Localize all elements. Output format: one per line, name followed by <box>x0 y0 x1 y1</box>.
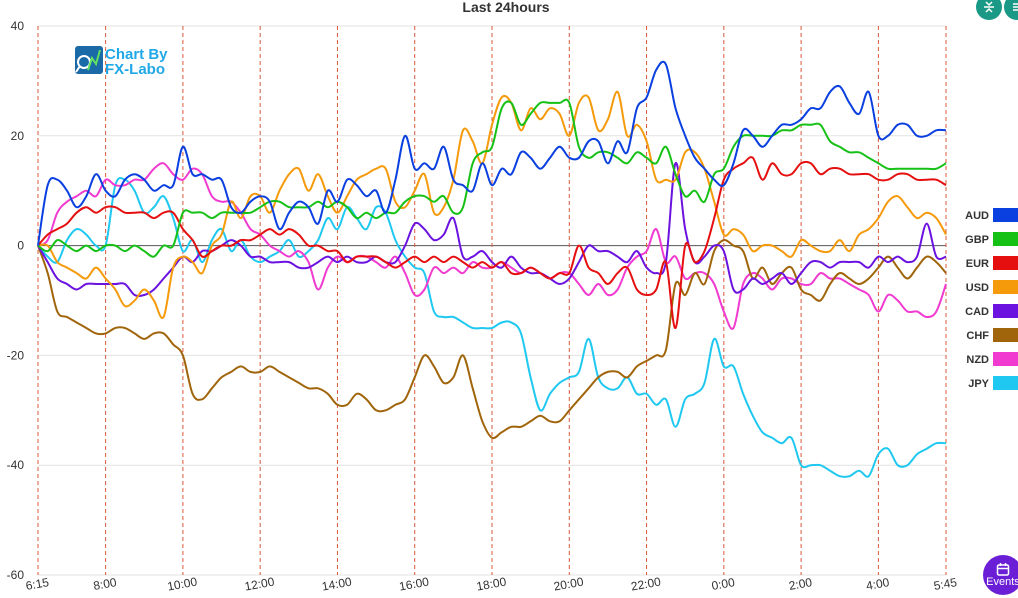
x-tick-label: 8:00 <box>92 575 118 593</box>
logo: Chart By FX-Labo <box>75 46 168 78</box>
y-tick-label: -40 <box>7 458 25 472</box>
series-line-usd <box>37 90 947 320</box>
y-tick-label: -60 <box>7 568 25 582</box>
x-tick-label: 10:00 <box>166 575 198 594</box>
collapse-arrows-icon <box>984 1 994 13</box>
x-tick-label: 4:00 <box>865 575 891 593</box>
events-label: Events <box>986 576 1018 588</box>
series-line-eur <box>37 156 947 330</box>
series-line-aud <box>37 60 947 246</box>
x-tick-label: 20:00 <box>553 575 585 594</box>
y-tick-label: 0 <box>17 239 24 253</box>
x-tick-label: 22:00 <box>630 575 662 594</box>
y-tick-label: 20 <box>11 129 25 143</box>
menu-icon <box>1013 3 1018 11</box>
x-tick-label: 18:00 <box>475 575 507 594</box>
legend-label-gbp: GBP <box>965 234 989 246</box>
series-line-gbp <box>37 98 947 258</box>
x-tick-label: 12:00 <box>243 575 275 594</box>
legend-swatch-jpy[interactable] <box>993 376 1018 390</box>
legend-swatch-eur[interactable] <box>993 256 1018 270</box>
legend-label-cad: CAD <box>965 306 989 318</box>
legend-swatch-chf[interactable] <box>993 328 1018 342</box>
legend-swatch-aud[interactable] <box>993 208 1018 222</box>
legend-label-jpy: JPY <box>968 378 989 390</box>
grid <box>37 25 947 576</box>
collapse-toggle-button[interactable] <box>976 0 1002 20</box>
x-tick-label: 16:00 <box>398 575 430 594</box>
legend: AUD GBP EUR USD CAD CHF NZD JPY <box>965 208 1018 390</box>
series-line-jpy <box>37 176 947 478</box>
series-lines <box>37 60 947 478</box>
y-tick-label: 40 <box>11 19 25 33</box>
x-tick-label: 0:00 <box>710 575 736 593</box>
legend-label-eur: EUR <box>966 258 989 270</box>
calendar-icon <box>996 563 1010 576</box>
menu-button[interactable] <box>1004 0 1018 20</box>
y-tick-label: -20 <box>7 348 25 362</box>
x-axis: 6:15 8:00 10:00 12:00 14:00 16:00 18:00 20:00 22… <box>25 575 959 594</box>
legend-swatch-nzd[interactable] <box>993 352 1018 366</box>
logo-line2: FX-Labo <box>105 61 165 78</box>
legend-swatch-usd[interactable] <box>993 280 1018 294</box>
legend-swatch-cad[interactable] <box>993 304 1018 318</box>
x-tick-label: 14:00 <box>321 575 353 594</box>
y-axis: 40 20 0 -20 -40 -60 <box>7 19 25 582</box>
legend-label-usd: USD <box>966 282 989 294</box>
x-tick-label: 2:00 <box>788 575 814 593</box>
legend-swatch-gbp[interactable] <box>993 232 1018 246</box>
legend-label-chf: CHF <box>966 330 989 342</box>
series-line-cad <box>37 162 947 298</box>
chart-title: Last 24hours <box>462 0 549 15</box>
x-tick-label: 5:45 <box>933 575 959 593</box>
events-button[interactable]: Events <box>983 555 1018 595</box>
logo-line1: Chart By <box>105 46 168 63</box>
series-line-chf <box>37 239 947 440</box>
legend-label-aud: AUD <box>965 210 989 222</box>
x-tick-label: 6:15 <box>25 575 51 593</box>
legend-label-nzd: NZD <box>966 354 989 366</box>
